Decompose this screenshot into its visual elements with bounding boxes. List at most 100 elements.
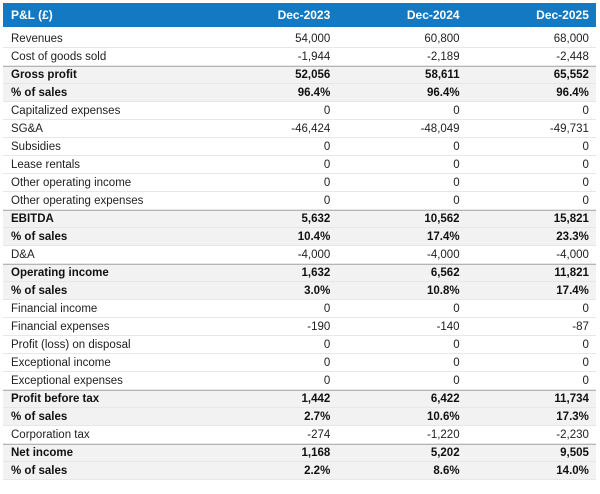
row-value: -4,000 <box>297 248 331 261</box>
row-label: Other operating income <box>11 176 132 189</box>
row-value: 1,168 <box>301 447 331 459</box>
table-row: Financial income 0 0 0 <box>3 300 596 318</box>
row-label: Operating income <box>11 267 109 279</box>
row-value: 0 <box>453 338 460 351</box>
row-value: 0 <box>453 140 460 153</box>
row-value: 17.3% <box>556 410 589 423</box>
table-row: Capitalized expenses 0 0 0 <box>3 102 596 120</box>
row-label: Exceptional income <box>11 356 111 369</box>
table-row: Corporation tax -274 -1,220 -2,230 <box>3 426 596 444</box>
table-row: Lease rentals 0 0 0 <box>3 156 596 174</box>
row-label: % of sales <box>11 410 68 423</box>
row-label: D&A <box>11 248 35 261</box>
row-value: 0 <box>453 104 460 117</box>
row-value: -48,049 <box>420 122 460 135</box>
row-label: Financial income <box>11 302 98 315</box>
row-value: 0 <box>582 302 589 315</box>
row-value: 6,562 <box>430 267 460 279</box>
row-label: Profit (loss) on disposal <box>11 338 131 351</box>
table-row: Other operating income 0 0 0 <box>3 174 596 192</box>
row-value: 10.4% <box>297 230 331 243</box>
row-value: 10,562 <box>424 213 460 225</box>
row-value: 60,800 <box>424 32 460 45</box>
row-label: % of sales <box>11 464 68 477</box>
row-value: 15,821 <box>553 213 589 225</box>
table-row: % of sales 96.4% 96.4% 96.4% <box>3 84 596 102</box>
row-value: 9,505 <box>560 447 589 459</box>
row-value: -49,731 <box>549 122 589 135</box>
row-value: 17.4% <box>426 230 460 243</box>
row-value: 0 <box>453 176 460 189</box>
row-value: 0 <box>453 356 460 369</box>
table-row: Profit before tax 1,442 6,422 11,734 <box>3 390 596 408</box>
row-label: Corporation tax <box>11 428 90 441</box>
row-value: -190 <box>307 320 331 333</box>
table-row: Exceptional expenses 0 0 0 <box>3 372 596 390</box>
table-row: EBITDA 5,632 10,562 15,821 <box>3 210 596 228</box>
row-value: 17.4% <box>556 284 589 297</box>
table-row: Gross profit 52,056 58,611 65,552 <box>3 66 596 84</box>
row-value: -2,230 <box>556 428 589 441</box>
table-row: Subsidies 0 0 0 <box>3 138 596 156</box>
row-value: 3.0% <box>304 284 331 297</box>
table-row: Financial expenses -190 -140 -87 <box>3 318 596 336</box>
column-header-dec-2023: Dec-2023 <box>277 8 331 22</box>
table-row: % of sales 2.2% 8.6% 14.0% <box>3 462 596 480</box>
row-value: 0 <box>582 356 589 369</box>
row-label: Gross profit <box>11 69 77 81</box>
row-value: -274 <box>307 428 331 441</box>
row-value: 0 <box>582 104 589 117</box>
row-value: 0 <box>323 158 331 171</box>
row-value: 0 <box>582 158 589 171</box>
row-label: Profit before tax <box>11 393 100 405</box>
table-row: Exceptional income 0 0 0 <box>3 354 596 372</box>
row-label: EBITDA <box>11 213 54 225</box>
row-value: 0 <box>323 104 331 117</box>
row-value: 1,632 <box>301 267 331 279</box>
column-header-dec-2025: Dec-2025 <box>536 8 589 22</box>
row-value: 96.4% <box>426 86 460 99</box>
row-value: 0 <box>582 140 589 153</box>
row-value: 11,734 <box>554 393 589 405</box>
row-value: 0 <box>582 338 589 351</box>
row-value: 0 <box>582 176 589 189</box>
row-value: 1,442 <box>301 393 331 405</box>
row-value: 0 <box>323 356 331 369</box>
row-value: 0 <box>453 194 460 207</box>
table-row: Profit (loss) on disposal 0 0 0 <box>3 336 596 354</box>
table-row: Revenues 54,000 60,800 68,000 <box>3 30 596 48</box>
row-value: 10.8% <box>426 284 460 297</box>
row-label: Revenues <box>11 32 63 45</box>
row-value: 96.4% <box>297 86 331 99</box>
row-value: 0 <box>323 302 331 315</box>
pnl-rows: Revenues 54,000 60,800 68,000 Cost of goods … <box>3 30 596 480</box>
table-row: Net income 1,168 5,202 9,505 <box>3 444 596 462</box>
row-label: Exceptional expenses <box>11 374 123 387</box>
row-label: % of sales <box>11 86 68 99</box>
row-value: 11,821 <box>554 267 589 279</box>
row-value: 0 <box>582 374 589 387</box>
row-value: 5,202 <box>430 447 460 459</box>
column-header-dec-2024: Dec-2024 <box>406 8 460 22</box>
table-title: P&L (£) <box>11 8 53 22</box>
row-value: 96.4% <box>556 86 589 99</box>
row-value: 52,056 <box>295 69 331 81</box>
row-label: Lease rentals <box>11 158 81 171</box>
row-label: Net income <box>11 447 73 459</box>
table-header-row: P&L (£) Dec-2023 Dec-2024 Dec-2025 <box>3 3 596 27</box>
row-value: 2.7% <box>304 410 331 423</box>
row-value: 8.6% <box>433 464 460 477</box>
row-value: 0 <box>323 374 331 387</box>
table-row: Operating income 1,632 6,562 11,821 <box>3 264 596 282</box>
row-value: 58,611 <box>425 69 460 81</box>
row-label: Financial expenses <box>11 320 110 333</box>
row-value: 0 <box>453 158 460 171</box>
row-value: 14.0% <box>556 464 589 477</box>
row-value: -1,944 <box>297 50 331 63</box>
table-row: % of sales 3.0% 10.8% 17.4% <box>3 282 596 300</box>
row-label: % of sales <box>11 284 68 297</box>
row-value: -2,189 <box>426 50 460 63</box>
row-value: -4,000 <box>426 248 460 261</box>
row-value: 2.2% <box>304 464 331 477</box>
table-row: Cost of goods sold -1,944 -2,189 -2,448 <box>3 48 596 66</box>
